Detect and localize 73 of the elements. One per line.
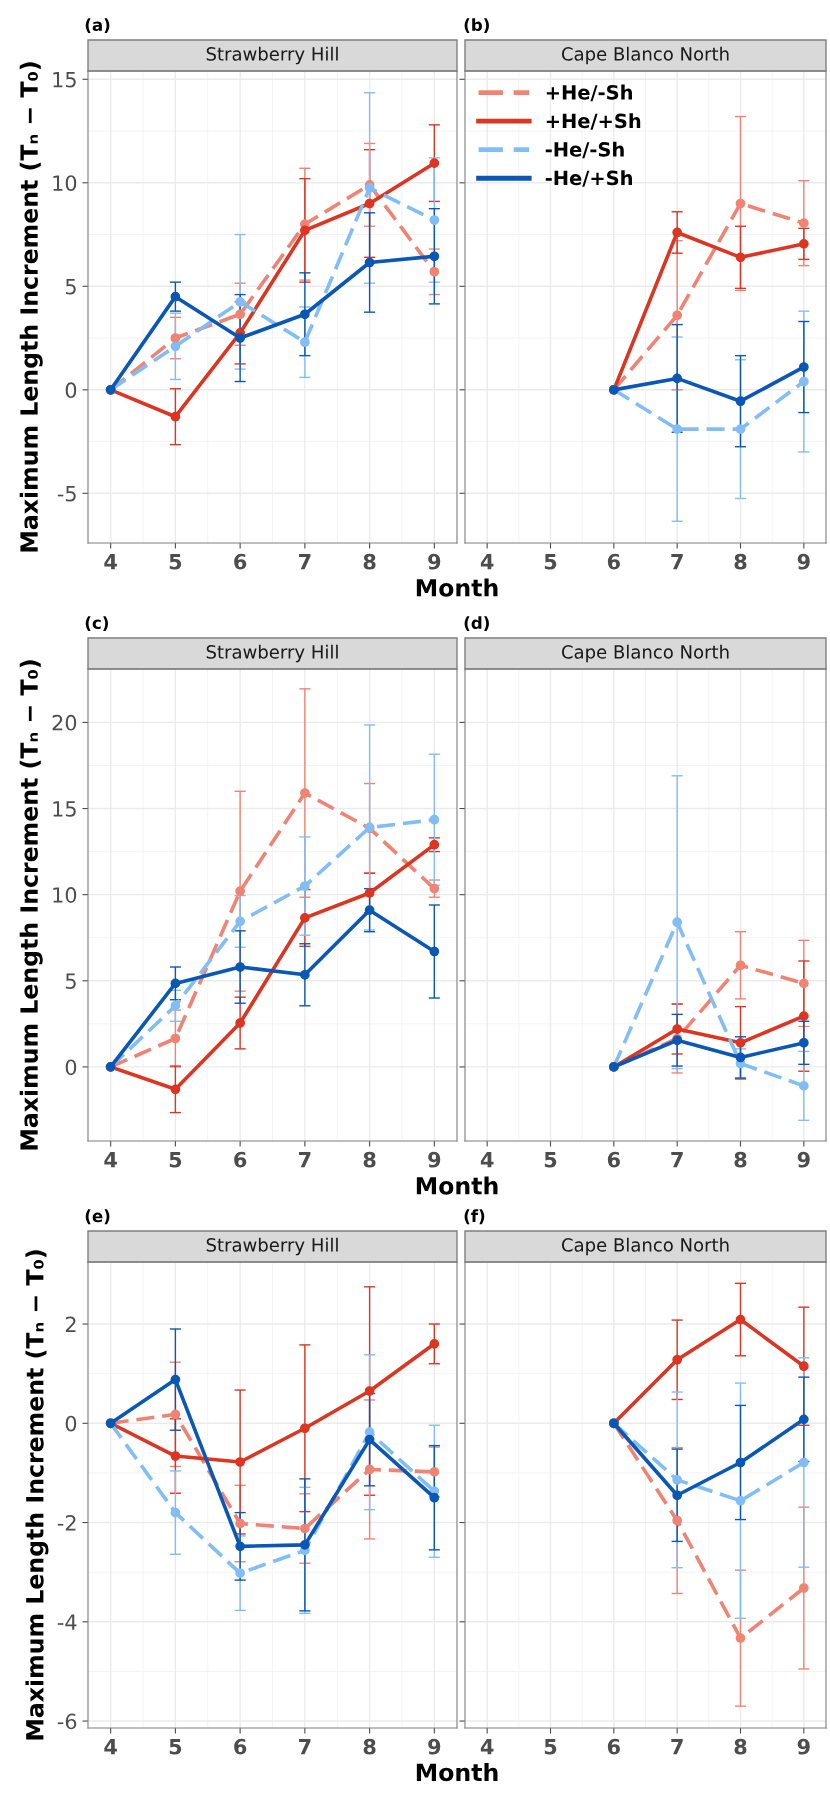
x-tick-label: 9 (797, 1738, 810, 1755)
x-tick-label: 8 (363, 1151, 376, 1168)
legend-label: -He/-Sh (545, 141, 624, 159)
x-tick-label: 6 (234, 553, 247, 570)
x-axis-title: Month (416, 1176, 498, 1195)
legend-label: +He/+Sh (546, 113, 641, 130)
y-tick-label: 5 (65, 973, 76, 990)
x-tick-label: 7 (671, 1739, 683, 1755)
chart-title: Cape Blanco North (561, 644, 729, 663)
chart-title: Strawberry Hill (206, 46, 338, 65)
x-tick-label: 9 (797, 553, 810, 570)
chart-title: Strawberry Hill (206, 644, 338, 663)
y-tick-label: 0 (65, 382, 77, 399)
x-tick-label: 5 (169, 554, 182, 570)
x-tick-label: 4 (104, 554, 117, 570)
y-tick-label: 10 (53, 887, 77, 903)
y-tick-label: 15 (53, 801, 76, 817)
x-tick-label: 5 (169, 1739, 182, 1755)
chart-title: Cape Blanco North (561, 1237, 729, 1256)
text: (e) (85, 1209, 110, 1225)
y-tick-label: 15 (53, 72, 76, 88)
text: (f) (464, 1209, 485, 1225)
y-tick-label: 0 (65, 1059, 77, 1076)
x-tick-label: 6 (234, 1151, 247, 1168)
x-tick-label: 5 (544, 554, 557, 570)
x-tick-label: 7 (299, 1152, 311, 1168)
x-tick-label: 6 (607, 1151, 620, 1168)
text: (b) (464, 18, 489, 34)
x-tick-label: 9 (428, 553, 441, 570)
x-tick-label: 8 (734, 553, 747, 570)
x-axis-title: Month (416, 1762, 498, 1782)
y-axis-title: Maximum Length Increment (Tₙ − T₀) (19, 660, 43, 1150)
y-tick-label: 10 (53, 175, 77, 191)
x-tick-label: 9 (428, 1738, 441, 1755)
y-tick-label: 0 (65, 1415, 77, 1432)
x-tick-label: 5 (544, 1739, 557, 1755)
x-tick-label: 7 (671, 1152, 683, 1168)
x-tick-label: 5 (169, 1152, 182, 1168)
y-tick-label: -4 (57, 1614, 77, 1630)
x-tick-label: 8 (734, 1738, 747, 1755)
x-tick-label: 8 (363, 553, 376, 570)
x-tick-label: 4 (480, 1152, 494, 1168)
x-tick-label: 9 (797, 1151, 810, 1168)
chart-title: Strawberry Hill (206, 1237, 338, 1256)
legend-label: +He/-Sh (546, 84, 632, 102)
x-tick-label: 6 (607, 553, 620, 570)
y-axis-title: Maximum Length Increment (Tₙ − T₀) (25, 1250, 49, 1740)
x-tick-label: 6 (607, 1738, 620, 1755)
legend-label: -He/+Sh (545, 170, 632, 187)
x-tick-label: 8 (363, 1738, 376, 1755)
x-tick-label: 4 (104, 1739, 117, 1755)
x-tick-label: 4 (480, 1739, 494, 1755)
chart-title: Cape Blanco North (561, 46, 729, 65)
x-tick-label: 6 (234, 1738, 247, 1755)
x-tick-label: 7 (299, 1739, 311, 1755)
y-tick-label: -5 (57, 486, 76, 502)
x-tick-label: 8 (734, 1151, 747, 1168)
y-axis-title: Maximum Length Increment (Tₙ − T₀) (19, 62, 43, 552)
y-tick-label: 5 (65, 279, 76, 295)
text: (d) (464, 616, 489, 632)
text: (a) (85, 18, 110, 34)
x-tick-label: 7 (299, 554, 311, 570)
y-tick-label: 20 (52, 714, 77, 731)
text: (c) (85, 616, 108, 632)
y-tick-label: -2 (57, 1515, 76, 1531)
x-tick-label: 4 (480, 554, 494, 570)
x-axis-title: Month (416, 578, 498, 597)
x-tick-label: 5 (544, 1152, 557, 1168)
y-tick-label: -6 (57, 1713, 77, 1730)
x-tick-label: 7 (671, 554, 683, 570)
x-tick-label: 9 (428, 1151, 441, 1168)
x-tick-label: 4 (104, 1152, 117, 1168)
y-tick-label: 2 (65, 1316, 76, 1332)
